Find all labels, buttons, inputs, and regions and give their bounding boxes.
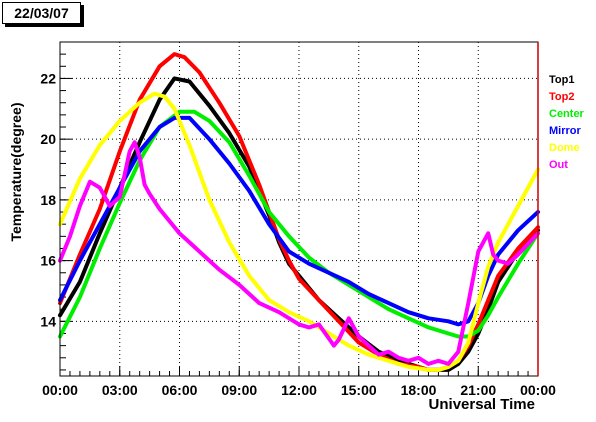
y-tick-label: 20 [40,131,56,147]
legend-item-top2: Top2 [549,91,575,103]
date-label-box: 22/03/07 [2,2,81,24]
x-axis-label: Universal Time [428,396,535,413]
x-tick-label: 15:00 [341,382,377,398]
x-tick-label: 00:00 [42,382,78,398]
y-tick-label: 22 [40,70,56,86]
legend-item-mirror: Mirror [549,125,581,137]
x-tick-label: 03:00 [102,382,138,398]
y-tick-label: 14 [40,313,56,329]
legend-item-top1: Top1 [549,74,575,86]
x-tick-label: 00:00 [520,382,556,398]
legend-item-center: Center [549,108,584,120]
x-tick-label: 06:00 [162,382,198,398]
legend-item-dome: Dome [549,142,580,154]
legend-item-out: Out [549,159,568,171]
series-line-out [58,140,540,366]
x-tick-label: 18:00 [401,382,437,398]
x-tick-label: 21:00 [460,382,496,398]
series-line-mirror [58,115,540,327]
y-tick-label: 16 [40,253,56,269]
y-tick-label: 18 [40,192,56,208]
series-line-center [58,109,540,339]
legend: Top1 Top2 Center Mirror Dome Out [549,72,584,174]
x-tick-label: 12:00 [281,382,317,398]
date-label: 22/03/07 [14,5,69,21]
x-tick-label: 09:00 [221,382,257,398]
